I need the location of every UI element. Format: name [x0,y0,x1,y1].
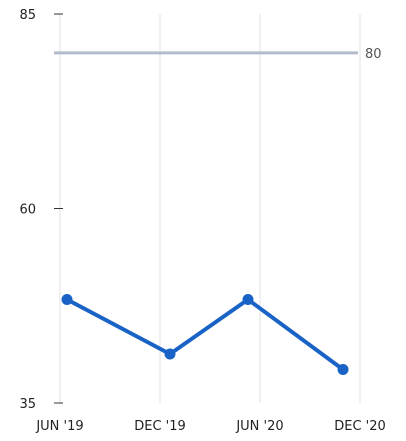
series-line [65,297,345,372]
x-tick-label: JUN '20 [235,419,283,434]
reference-layer: 80 [54,47,382,62]
data-point[interactable] [164,348,176,360]
reference-line-label: 80 [365,47,382,62]
axis-layer: JUN '19 DEC '19 JUN '20 DEC '20 85 60 35 [19,8,385,434]
x-tick-label: DEC '20 [334,419,386,434]
data-point[interactable] [242,294,254,306]
y-tick-label: 35 [19,397,36,412]
data-point[interactable] [61,294,73,306]
grid-layer [59,14,361,403]
y-tick-label: 85 [19,8,36,23]
y-tick-label: 60 [19,203,36,218]
x-tick-label: JUN '19 [35,419,83,434]
x-tick-label: DEC '19 [134,419,186,434]
series-layer [61,294,349,376]
data-point[interactable] [337,364,349,376]
